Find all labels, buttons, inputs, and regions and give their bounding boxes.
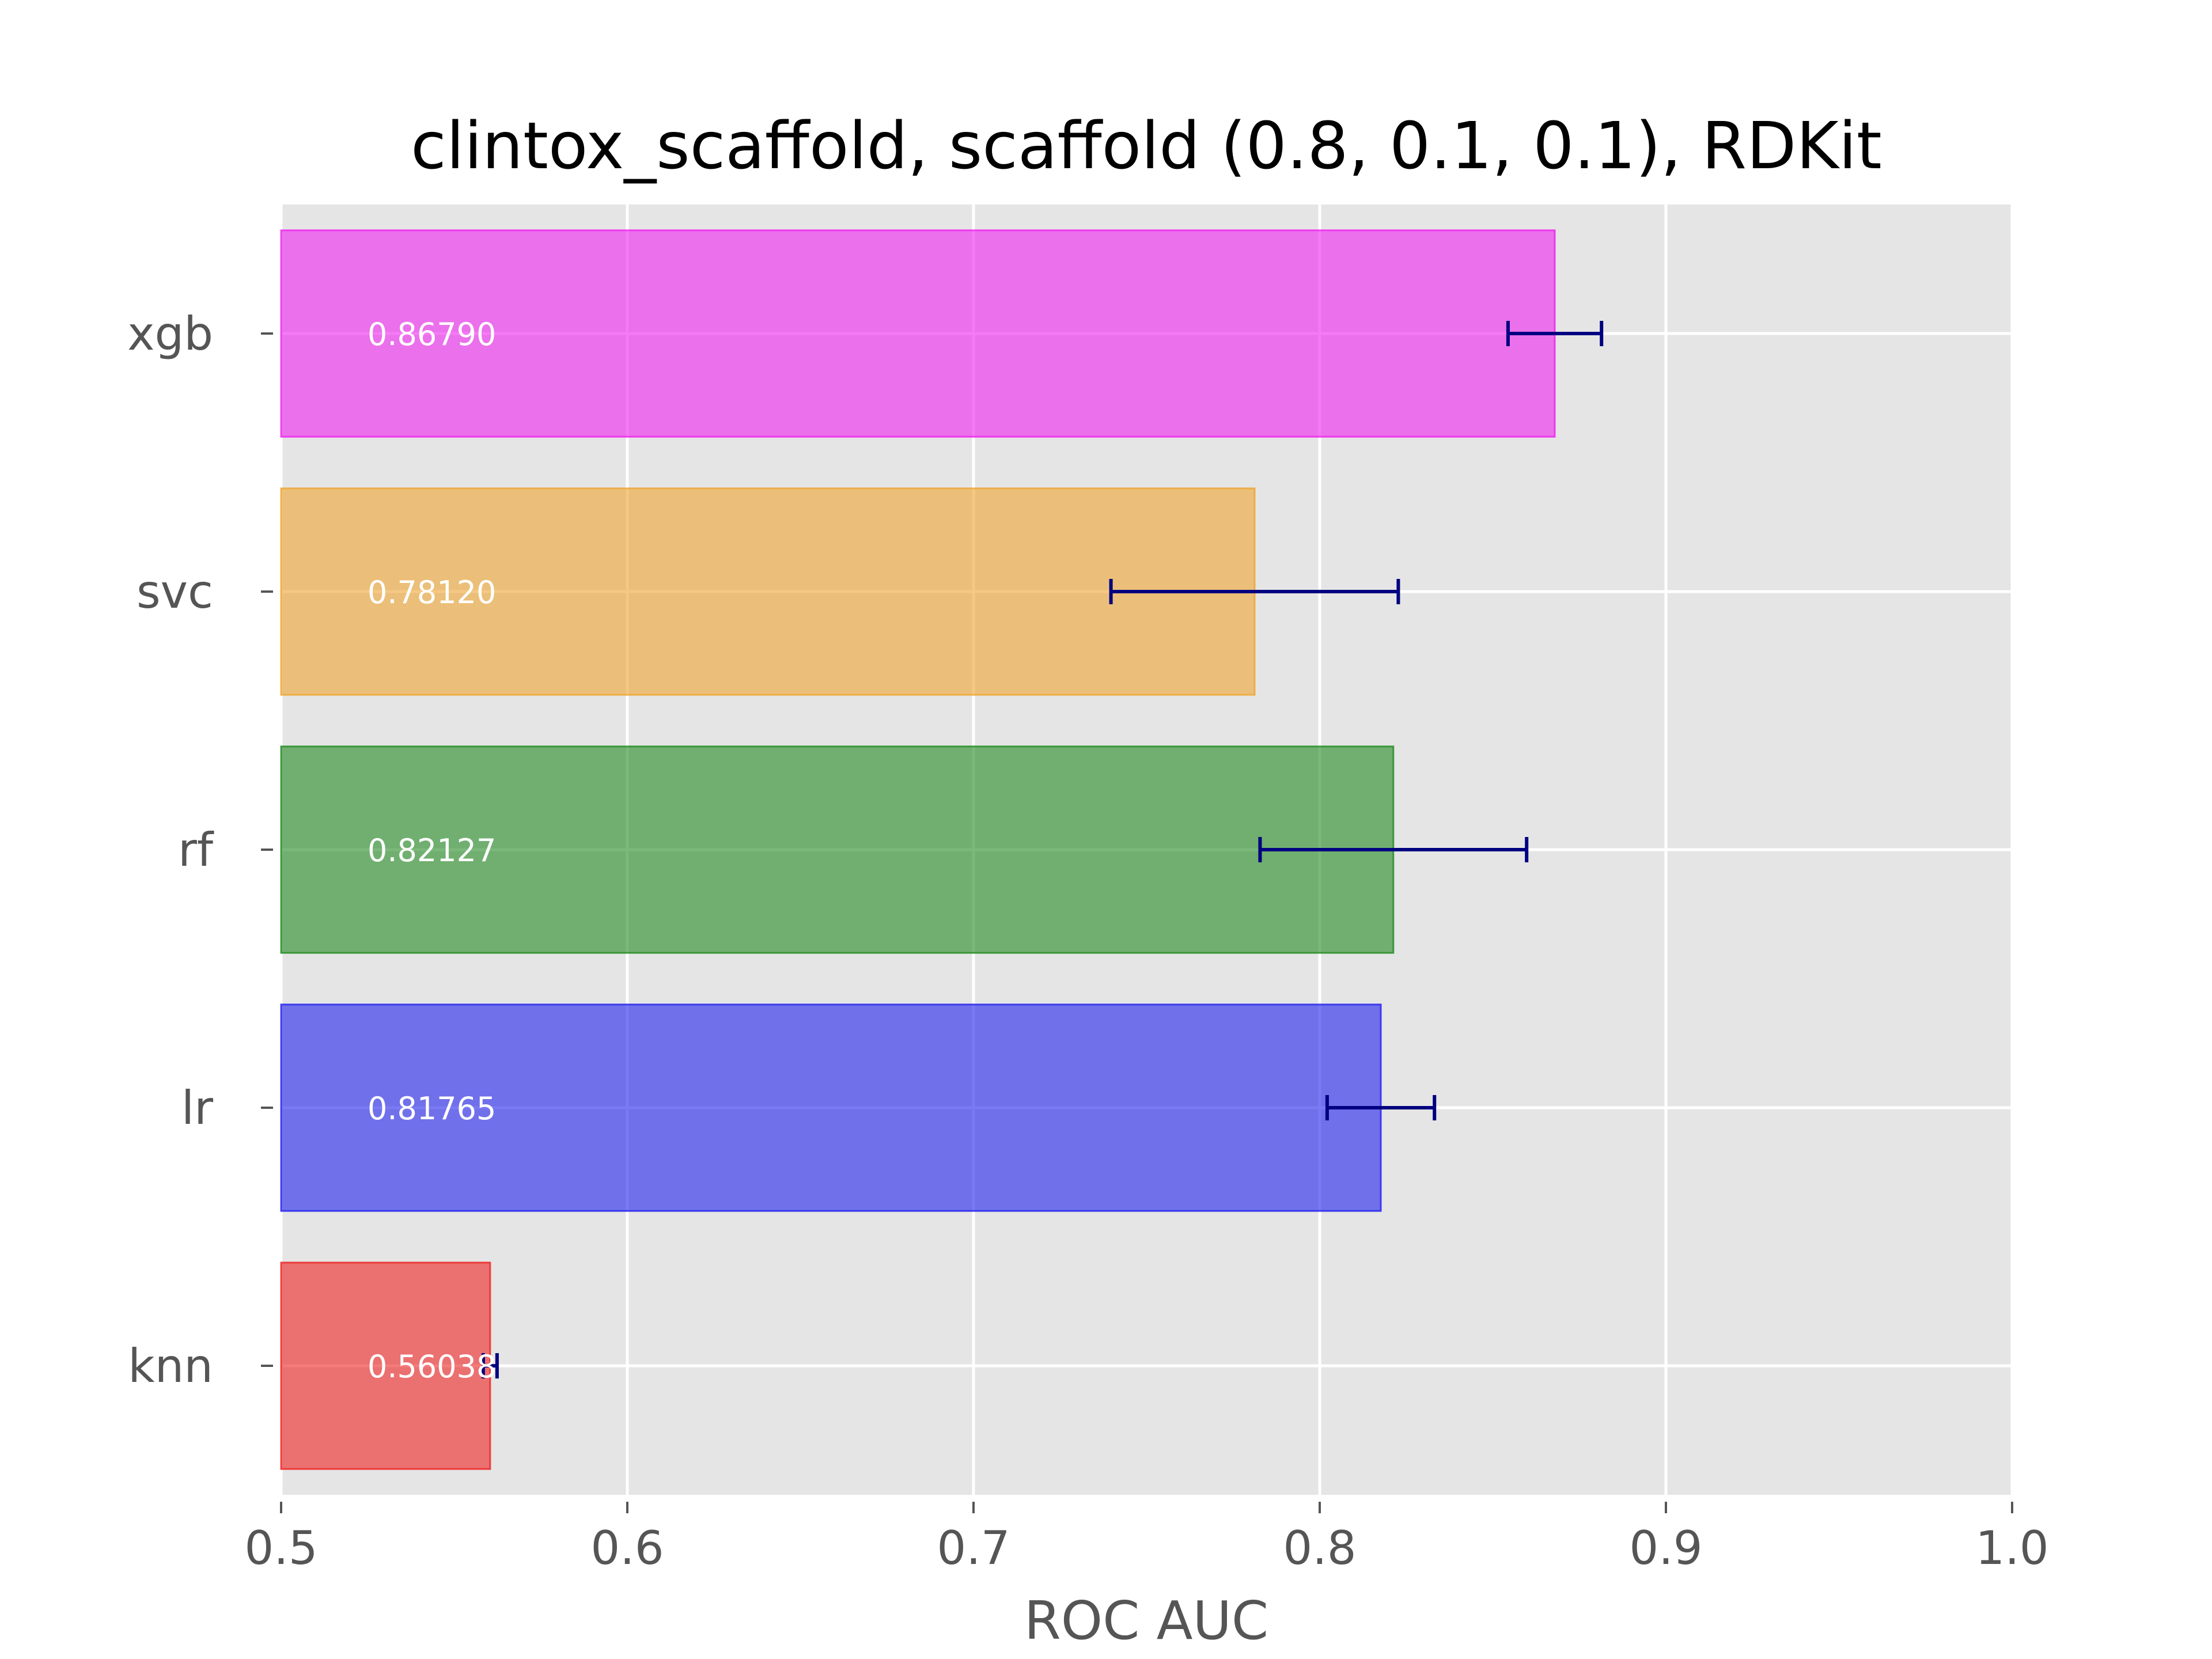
xtick-label-5: 1.0 bbox=[1975, 1521, 2048, 1575]
error-bar-knn bbox=[481, 1353, 499, 1378]
x-axis-label: ROC AUC bbox=[1024, 1590, 1268, 1652]
chart-title: clintox_scaffold, scaffold (0.8, 0.1, 0.… bbox=[411, 109, 1882, 184]
xtick-label-2: 0.7 bbox=[937, 1521, 1010, 1575]
bar-xgb bbox=[280, 229, 1556, 438]
value-label-rf: 0.82127 bbox=[368, 832, 496, 869]
x-axis-ticks: 0.5 0.6 0.7 0.8 0.9 1.0 bbox=[244, 1502, 2049, 1575]
xtick-label-1: 0.6 bbox=[590, 1521, 664, 1575]
bars bbox=[280, 229, 1556, 1470]
xtick-label-4: 0.9 bbox=[1629, 1521, 1702, 1575]
error-bars bbox=[481, 321, 1604, 1378]
y-axis-ticks: knn lr rf svc xgb bbox=[127, 307, 273, 1393]
error-bar-rf bbox=[1258, 837, 1529, 862]
value-label-lr: 0.81765 bbox=[368, 1090, 496, 1127]
error-bar-svc bbox=[1109, 579, 1400, 604]
ytick-label-rf: rf bbox=[178, 823, 214, 877]
xtick-label-3: 0.8 bbox=[1283, 1521, 1356, 1575]
ytick-label-xgb: xgb bbox=[127, 307, 213, 361]
ytick-label-lr: lr bbox=[181, 1081, 213, 1135]
error-bar-xgb bbox=[1506, 321, 1604, 346]
value-label-xgb: 0.86790 bbox=[368, 316, 496, 353]
ytick-label-knn: knn bbox=[128, 1339, 213, 1393]
xtick-label-0: 0.5 bbox=[244, 1521, 317, 1575]
value-label-svc: 0.78120 bbox=[368, 574, 496, 611]
value-labels: 0.56038 0.81765 0.82127 0.78120 0.86790 bbox=[368, 316, 496, 1385]
value-label-knn: 0.56038 bbox=[368, 1349, 496, 1385]
error-bar-lr bbox=[1325, 1095, 1437, 1120]
ytick-label-svc: svc bbox=[137, 565, 213, 619]
bar-rf bbox=[280, 745, 1395, 954]
